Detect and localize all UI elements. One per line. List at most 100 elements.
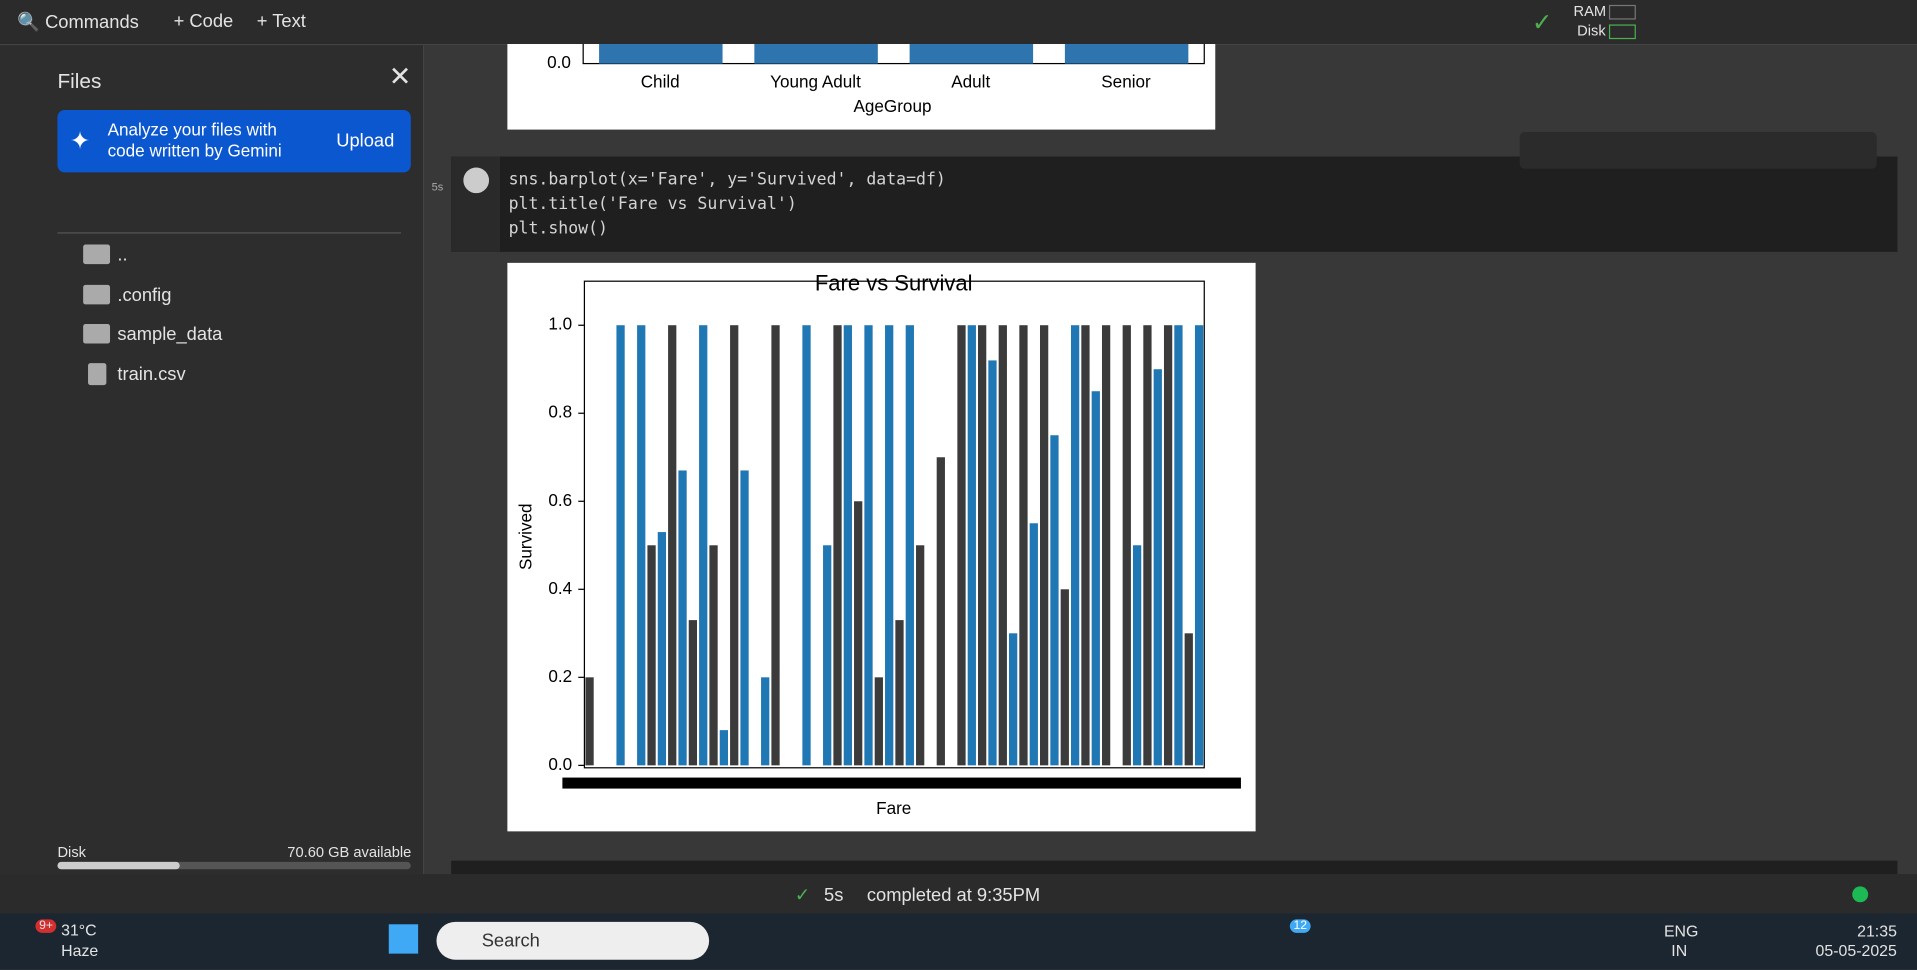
- y-tick-label: 1.0: [548, 315, 572, 334]
- y-tick-label: 0.0: [547, 53, 571, 72]
- y-tick-label: 0.4: [548, 579, 572, 598]
- bar: [843, 325, 852, 766]
- bar: [1184, 633, 1193, 766]
- folder-icon: [83, 284, 111, 305]
- next-cell: [451, 860, 1898, 875]
- bar: [657, 532, 667, 766]
- bar: [1163, 325, 1173, 766]
- ram-meter: [1608, 4, 1636, 20]
- connected-check: ✓: [1531, 9, 1553, 37]
- bar: [1019, 325, 1028, 766]
- clock: 21:35: [1857, 921, 1897, 941]
- bar: [740, 470, 749, 766]
- previous-chart: 0.0 Child Young Adult Adult Senior AgeGr…: [547, 40, 1205, 116]
- close-button[interactable]: ✕: [388, 61, 412, 92]
- x-axis-label: Fare: [876, 799, 911, 818]
- x-tick-label: Adult: [951, 73, 990, 92]
- bar: [967, 325, 976, 766]
- bar: [1029, 523, 1038, 766]
- y-tick-label: 0.6: [548, 491, 572, 510]
- disk-bar: [57, 861, 411, 870]
- status-check: ✓: [794, 885, 811, 906]
- bar: [978, 325, 987, 766]
- bar: [1122, 325, 1131, 766]
- y-tick-label: 0.0: [548, 755, 572, 774]
- bar: [988, 360, 997, 766]
- bar: [1060, 589, 1069, 766]
- bar: [823, 545, 832, 766]
- upload-button[interactable]: Upload: [336, 130, 395, 152]
- code-line: plt.show(): [508, 218, 608, 239]
- bar: [678, 470, 687, 766]
- file-config[interactable]: .config: [117, 284, 172, 306]
- divider: [57, 232, 402, 234]
- bar: [885, 325, 894, 766]
- file-sample-data[interactable]: sample_data: [117, 323, 223, 345]
- bar: [1091, 391, 1100, 766]
- bar: [1143, 325, 1152, 766]
- file-train-csv[interactable]: train.csv: [117, 364, 186, 386]
- overlapping-x-labels: [562, 777, 1241, 789]
- bar: [936, 457, 945, 766]
- bar: [1070, 325, 1080, 766]
- bar: [1039, 325, 1049, 766]
- chart: Fare vs Survival Survived Fare 0.0 0.2 0.4…: [516, 271, 1241, 818]
- temperature: 31°C: [61, 920, 97, 939]
- status-bar: [0, 874, 1917, 914]
- bar: [1132, 545, 1142, 766]
- bar: [957, 325, 966, 766]
- code-line: plt.title('Fare vs Survival'): [508, 194, 797, 214]
- bar: [730, 325, 739, 766]
- bar: [1174, 325, 1183, 766]
- x-tick-label: Senior: [1101, 73, 1151, 92]
- x-axis-label: AgeGroup: [853, 97, 931, 116]
- disk-meter: [1608, 24, 1636, 40]
- bar: [864, 325, 873, 766]
- commands-button[interactable]: 🔍 Commands: [17, 12, 139, 34]
- bar: [1101, 325, 1111, 766]
- y-tick-label: 0.8: [548, 403, 572, 422]
- add-text-button[interactable]: + Text: [256, 11, 306, 32]
- bar: [916, 545, 925, 766]
- bar: [616, 325, 625, 766]
- bar: [771, 325, 780, 766]
- file-parent[interactable]: ..: [117, 244, 128, 266]
- bar-fragment: [1064, 44, 1189, 64]
- bar: [802, 325, 811, 766]
- gemini-banner: [57, 110, 411, 173]
- bar: [833, 325, 842, 766]
- x-tick-label: Child: [641, 73, 680, 92]
- cell-toolbar: [1519, 132, 1877, 169]
- search-box[interactable]: [436, 921, 710, 960]
- bar: [688, 620, 698, 766]
- disk-label: Disk: [1577, 22, 1606, 40]
- bar: [854, 501, 863, 766]
- bar: [637, 325, 646, 766]
- bar: [905, 325, 914, 766]
- code-line: sns.barplot(x='Fare', y='Survived', data…: [508, 169, 946, 190]
- bar: [647, 545, 656, 766]
- bar: [998, 325, 1007, 766]
- ram-label: RAM: [1573, 2, 1607, 20]
- date: 05-05-2025: [1815, 941, 1897, 960]
- region: IN: [1671, 941, 1688, 960]
- start-button[interactable]: [388, 924, 419, 954]
- file-icon: [88, 363, 107, 386]
- bar: [699, 325, 708, 766]
- exec-time: 5s: [431, 180, 444, 194]
- sidebar: [0, 45, 425, 875]
- bar: [1081, 325, 1090, 766]
- weather: Haze: [61, 941, 99, 960]
- run-button[interactable]: [463, 167, 490, 194]
- y-axis-label: Survived: [516, 503, 535, 570]
- add-code-button[interactable]: + Code: [173, 11, 234, 32]
- runtime-indicator: [1852, 886, 1869, 903]
- previous-output: 0.0 Child Young Adult Adult Senior AgeGr…: [507, 40, 1216, 130]
- bar: [761, 677, 770, 766]
- bar: [709, 545, 718, 766]
- search-placeholder: Search: [481, 930, 540, 952]
- weather-badge: 9+: [35, 919, 57, 933]
- folder-icon: [83, 244, 111, 265]
